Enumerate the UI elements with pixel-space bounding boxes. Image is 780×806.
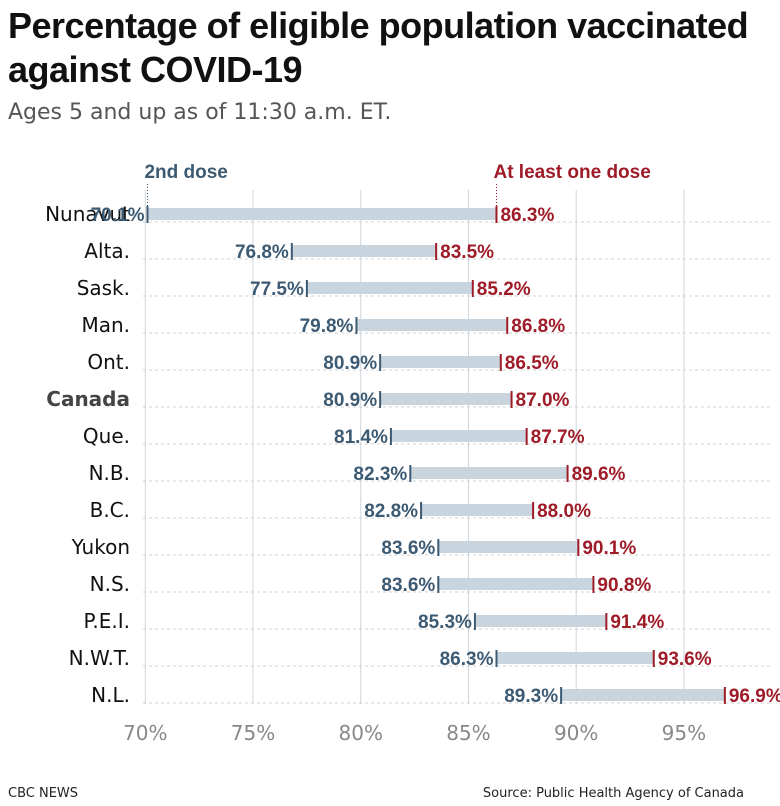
second-dose-value-label: 85.3% xyxy=(418,612,472,633)
one-dose-value-label: 93.6% xyxy=(658,649,712,670)
dumbbell-chart: 70% 75% 80% 85% 90% 95% 2nd dose At least one d… xyxy=(45,162,780,745)
credit-label: CBC NEWS xyxy=(8,786,79,801)
x-tick-label: 75% xyxy=(231,721,275,745)
second-dose-value-label: 76.8% xyxy=(235,242,289,263)
range-bar xyxy=(438,578,594,590)
one-dose-value-label: 96.9% xyxy=(729,686,780,707)
category-label: N.L. xyxy=(91,683,130,707)
x-tick-label: 70% xyxy=(123,721,167,745)
one-dose-value-label: 85.2% xyxy=(477,279,531,300)
range-bar xyxy=(561,689,725,701)
category-label: Canada xyxy=(46,387,130,411)
range-bar xyxy=(474,615,607,627)
range-bar xyxy=(496,652,654,664)
range-bar xyxy=(380,356,501,368)
second-dose-value-label: 81.4% xyxy=(334,427,388,448)
x-tick-label: 85% xyxy=(446,721,490,745)
one-dose-value-label: 86.8% xyxy=(511,316,565,337)
category-label: N.B. xyxy=(89,461,130,485)
range-bar xyxy=(291,245,437,257)
one-dose-value-label: 90.1% xyxy=(582,538,636,559)
second-dose-value-label: 83.6% xyxy=(381,538,435,559)
category-label: Alta. xyxy=(84,239,130,263)
one-dose-value-label: 91.4% xyxy=(610,612,664,633)
range-bar xyxy=(306,282,473,294)
category-label: Man. xyxy=(81,313,130,337)
category-label: Nunavut xyxy=(45,202,130,226)
source-label: Source: Public Health Agency of Canada xyxy=(482,786,744,801)
chart-subtitle: Ages 5 and up as of 11:30 a.m. ET. xyxy=(8,100,392,125)
second-dose-value-label: 80.9% xyxy=(323,390,377,411)
range-bar xyxy=(438,541,579,553)
legend-2nd-dose: 2nd dose xyxy=(144,162,227,183)
category-label: P.E.I. xyxy=(83,609,130,633)
second-dose-value-label: 86.3% xyxy=(440,649,494,670)
category-label: N.W.T. xyxy=(69,646,130,670)
one-dose-value-label: 88.0% xyxy=(537,501,591,522)
second-dose-value-label: 82.3% xyxy=(353,464,407,485)
range-bar xyxy=(147,208,497,220)
one-dose-value-label: 83.5% xyxy=(440,242,494,263)
second-dose-value-label: 79.8% xyxy=(300,316,354,337)
range-bar xyxy=(356,319,508,331)
chart-title: Percentage of eligible population vaccin… xyxy=(8,5,749,90)
second-dose-value-label: 83.6% xyxy=(381,575,435,596)
category-label: B.C. xyxy=(90,498,130,522)
one-dose-value-label: 90.8% xyxy=(597,575,651,596)
legend-one-dose: At least one dose xyxy=(493,162,650,183)
range-bar xyxy=(421,504,534,516)
x-tick-label: 80% xyxy=(339,721,383,745)
one-dose-value-label: 86.5% xyxy=(505,353,559,374)
second-dose-value-label: 70.1% xyxy=(91,205,145,226)
second-dose-value-label: 89.3% xyxy=(504,686,558,707)
range-bar xyxy=(380,393,512,405)
category-label: Sask. xyxy=(77,276,130,300)
category-label: N.S. xyxy=(90,572,130,596)
x-tick-label: 95% xyxy=(662,721,706,745)
one-dose-value-label: 86.3% xyxy=(500,205,554,226)
second-dose-value-label: 77.5% xyxy=(250,279,304,300)
range-bar xyxy=(390,430,527,442)
range-bar xyxy=(410,467,568,479)
one-dose-value-label: 87.0% xyxy=(516,390,570,411)
category-label: Ont. xyxy=(87,350,130,374)
second-dose-value-label: 80.9% xyxy=(323,353,377,374)
second-dose-value-label: 82.8% xyxy=(364,501,418,522)
x-tick-label: 90% xyxy=(554,721,598,745)
category-label: Yukon xyxy=(71,535,130,559)
one-dose-value-label: 89.6% xyxy=(572,464,626,485)
one-dose-value-label: 87.7% xyxy=(531,427,585,448)
category-label: Que. xyxy=(83,424,130,448)
